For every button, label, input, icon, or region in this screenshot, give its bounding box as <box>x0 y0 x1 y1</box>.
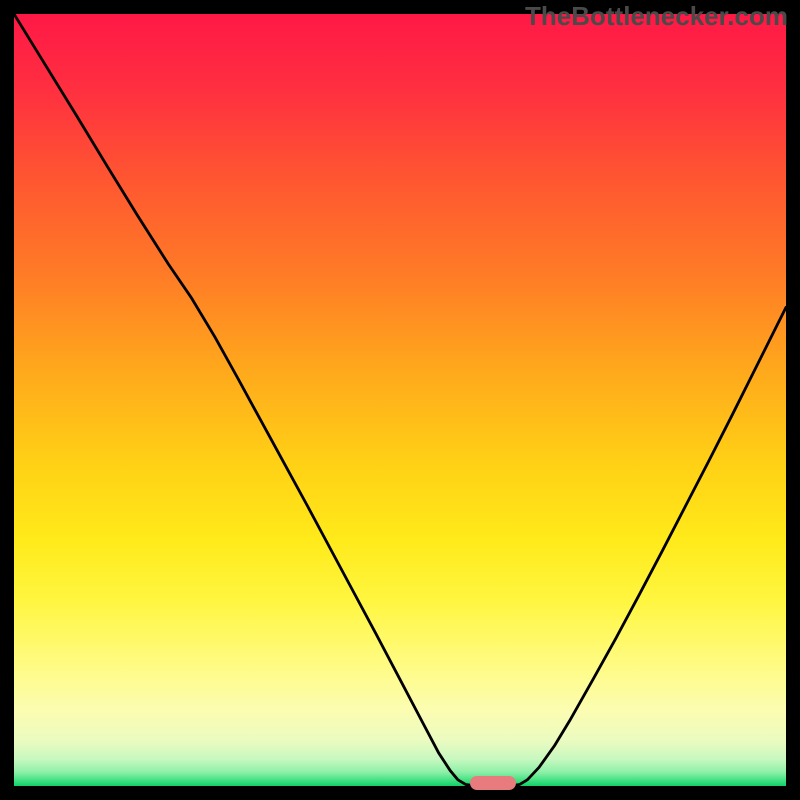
chart-container: TheBottlenecker.com <box>0 0 800 800</box>
bottleneck-curve <box>14 14 786 786</box>
plot-area <box>14 14 786 786</box>
optimum-marker <box>470 776 516 790</box>
watermark-text: TheBottlenecker.com <box>525 1 788 32</box>
